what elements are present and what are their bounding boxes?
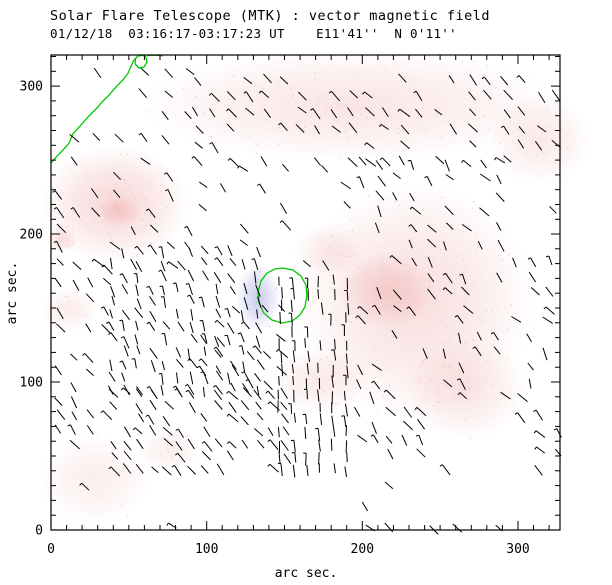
y-tick-label: 0 xyxy=(35,524,43,539)
vector-field xyxy=(52,67,562,535)
x-tick-label: 0 xyxy=(47,542,55,557)
x-tick-label: 200 xyxy=(351,542,374,557)
tick-labels: 0 100 200 300 0 100 200 300 arc sec. arc sec. xyxy=(5,80,530,581)
closed-contour xyxy=(257,267,308,324)
plot-title: Solar Flare Telescope (MTK) : vector mag… xyxy=(50,8,491,24)
y-axis-label: arc sec. xyxy=(5,262,20,325)
x-tick-label: 100 xyxy=(195,542,218,557)
y-tick-label: 300 xyxy=(20,80,43,95)
x-tick-label: 300 xyxy=(506,542,529,557)
axes xyxy=(50,54,561,531)
plot-subtitle: 01/12/18 03:16:17-03:17:23 UT E11'41'' N… xyxy=(50,26,457,41)
open-contour xyxy=(50,54,148,164)
x-axis-label: arc sec. xyxy=(275,566,338,581)
y-tick-label: 200 xyxy=(20,228,43,243)
y-tick-label: 100 xyxy=(20,376,43,391)
flux-map xyxy=(38,49,592,525)
